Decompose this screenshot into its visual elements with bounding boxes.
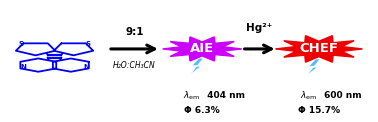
Text: N: N [20,64,26,70]
Polygon shape [307,59,320,75]
Text: Φ 15.7%: Φ 15.7% [298,106,340,115]
Polygon shape [163,37,242,61]
Text: Φ 6.3%: Φ 6.3% [184,106,220,115]
Text: $\lambda_{\rm em}$: $\lambda_{\rm em}$ [183,89,200,102]
Text: 9:1: 9:1 [125,27,144,37]
Text: CHEF: CHEF [299,42,338,55]
Polygon shape [276,36,363,62]
Text: S: S [19,41,24,47]
Text: AIE: AIE [190,42,214,55]
Text: 404 nm: 404 nm [204,91,245,100]
Text: N: N [83,64,89,70]
Text: S: S [85,41,90,47]
Polygon shape [191,58,203,74]
Text: Hg²⁺: Hg²⁺ [246,23,273,33]
Text: $\lambda_{\rm em}$: $\lambda_{\rm em}$ [300,89,317,102]
Text: H₂O:CH₃CN: H₂O:CH₃CN [113,61,156,70]
Text: 600 nm: 600 nm [321,91,361,100]
